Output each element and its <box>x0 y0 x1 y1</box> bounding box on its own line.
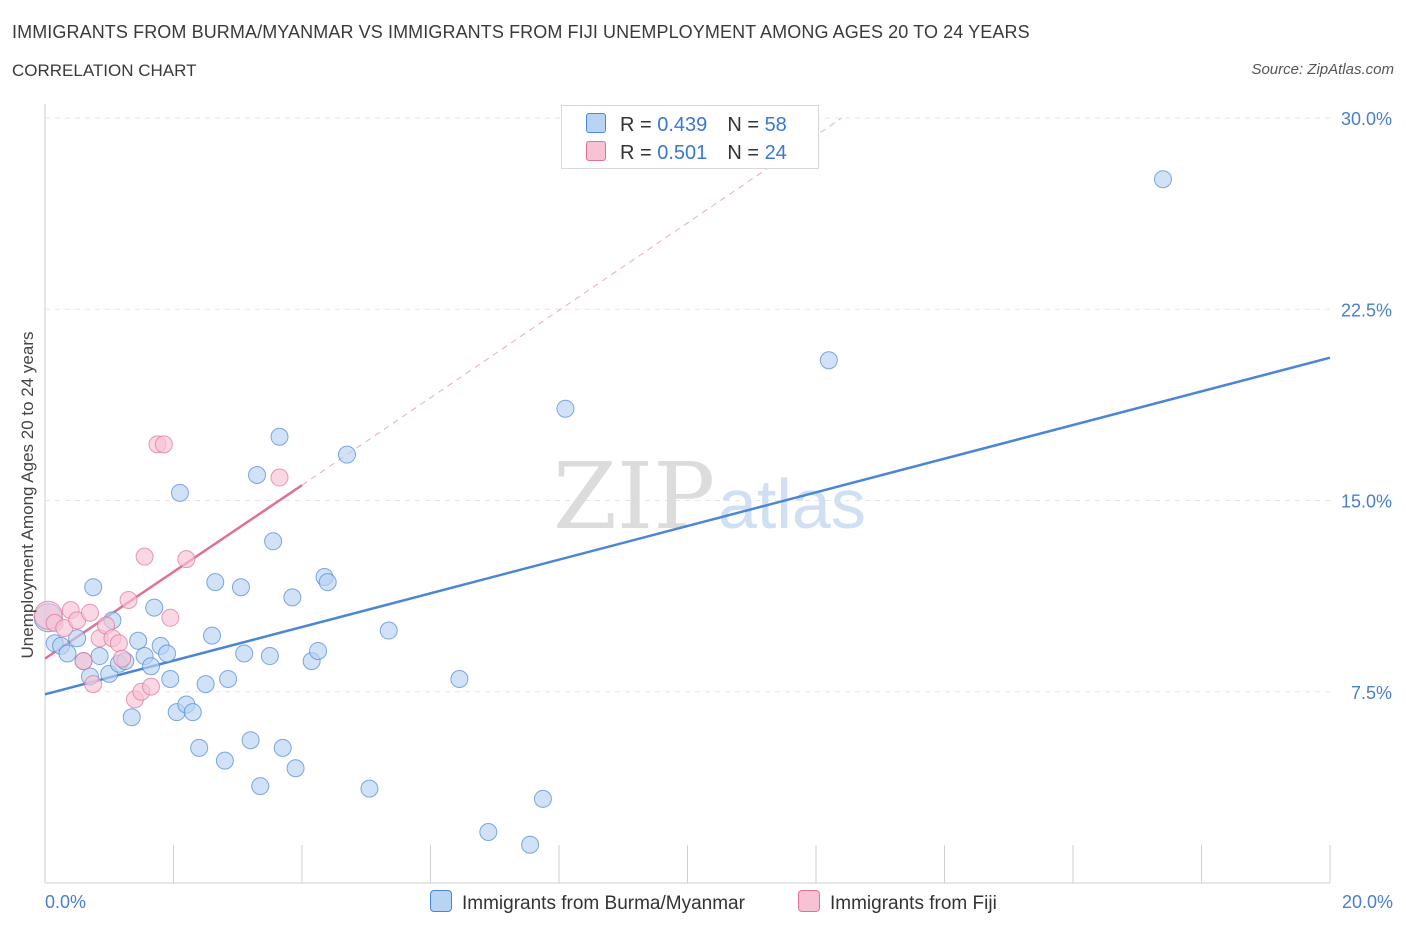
watermark-zip: ZIP <box>553 443 715 550</box>
data-point <box>84 675 103 694</box>
legend-n-value-fiji: 24 <box>764 142 787 164</box>
data-point <box>479 823 498 841</box>
bottom-legend-label-fiji: Immigrants from Fiji <box>830 893 997 914</box>
data-points <box>33 170 1172 854</box>
data-point <box>241 731 260 750</box>
trend-line <box>44 484 303 660</box>
legend-swatch-fiji <box>586 141 606 161</box>
data-point <box>270 427 289 446</box>
bottom-legend-fiji: Immigrants from Fiji <box>798 890 997 915</box>
data-point <box>113 649 132 668</box>
chart-subtitle: CORRELATION CHART <box>12 61 197 80</box>
data-point <box>90 647 109 666</box>
data-point <box>161 670 180 688</box>
y-axis-label: Unemployment Among Ages 20 to 24 years <box>18 332 37 659</box>
data-point <box>109 634 128 653</box>
data-point <box>203 626 222 645</box>
y-tick-label: 30.0% <box>1341 109 1392 129</box>
y-tick-label: 15.0% <box>1341 492 1392 512</box>
correlation-legend: R = 0.439 N = 58 R = 0.501 N = 24 <box>561 105 819 169</box>
legend-n-label-burma: N = <box>727 114 765 136</box>
data-point <box>231 578 250 597</box>
data-point <box>337 445 356 464</box>
data-point <box>119 590 138 609</box>
grid-lines <box>45 117 1330 693</box>
legend-r-label-burma: R = <box>620 114 658 136</box>
legend-r-value-fiji: 0.501 <box>657 142 708 164</box>
data-point <box>158 644 177 663</box>
data-point <box>235 644 254 663</box>
legend-n-label-fiji: N = <box>727 142 765 164</box>
data-point <box>135 547 154 566</box>
trend-lines <box>44 117 1331 696</box>
data-point <box>219 670 238 688</box>
data-point <box>190 738 209 757</box>
legend-r-label-fiji: R = <box>620 142 658 164</box>
data-point <box>177 550 196 569</box>
legend-swatch-burma <box>586 113 606 133</box>
data-point <box>206 573 225 592</box>
data-point <box>556 399 575 418</box>
data-point <box>142 657 161 676</box>
data-point <box>183 703 202 722</box>
data-point <box>521 835 540 854</box>
data-point <box>251 777 270 796</box>
legend-row-burma: R = 0.439 N = 58 <box>586 113 787 137</box>
trend-line-extended <box>301 117 842 486</box>
data-point <box>273 738 292 757</box>
data-point <box>379 621 398 640</box>
bottom-legend-burma: Immigrants from Burma/Myanmar <box>430 890 745 915</box>
watermark: ZIP atlas <box>553 443 866 550</box>
data-point <box>122 708 141 727</box>
data-point <box>286 759 305 778</box>
bottom-legend-label-burma: Immigrants from Burma/Myanmar <box>462 893 745 914</box>
data-point <box>80 603 99 622</box>
data-point <box>170 483 189 502</box>
data-point <box>161 608 180 627</box>
bottom-legend-swatch-fiji <box>798 890 820 912</box>
data-point <box>145 598 164 617</box>
data-point <box>129 631 148 650</box>
data-point <box>360 779 379 798</box>
data-point <box>58 644 77 663</box>
data-point <box>309 641 328 660</box>
bottom-legend-swatch-burma <box>430 890 452 912</box>
chart-title: IMMIGRANTS FROM BURMA/MYANMAR VS IMMIGRA… <box>12 22 1030 42</box>
data-point <box>264 532 283 551</box>
trend-line <box>44 356 1331 696</box>
data-point <box>1153 170 1172 189</box>
data-point <box>450 670 469 688</box>
data-point <box>533 789 552 808</box>
data-point <box>215 751 234 770</box>
legend-n-value-burma: 58 <box>764 114 787 136</box>
y-tick-label: 7.5% <box>1351 683 1392 703</box>
legend-row-fiji: R = 0.501 N = 24 <box>586 141 787 165</box>
watermark-atlas: atlas <box>718 465 866 543</box>
data-point <box>142 677 161 696</box>
data-point <box>68 629 87 648</box>
x-tick-label: 0.0% <box>45 892 86 912</box>
data-point <box>283 588 302 607</box>
data-point <box>318 573 337 592</box>
data-point <box>74 652 93 671</box>
source-credit: Source: ZipAtlas.com <box>1251 61 1394 78</box>
data-point <box>270 468 289 487</box>
data-point <box>154 435 173 454</box>
data-point <box>196 675 215 694</box>
axes: 7.5% 15.0% 22.5% 30.0% 0.0% 20.0% <box>44 104 1393 912</box>
data-point <box>819 351 838 370</box>
x-tick-label: 20.0% <box>1342 892 1393 912</box>
y-tick-label: 22.5% <box>1341 300 1392 320</box>
data-point <box>248 466 267 484</box>
data-point <box>260 647 279 666</box>
legend-r-value-burma: 0.439 <box>657 114 708 136</box>
data-point <box>84 578 103 597</box>
